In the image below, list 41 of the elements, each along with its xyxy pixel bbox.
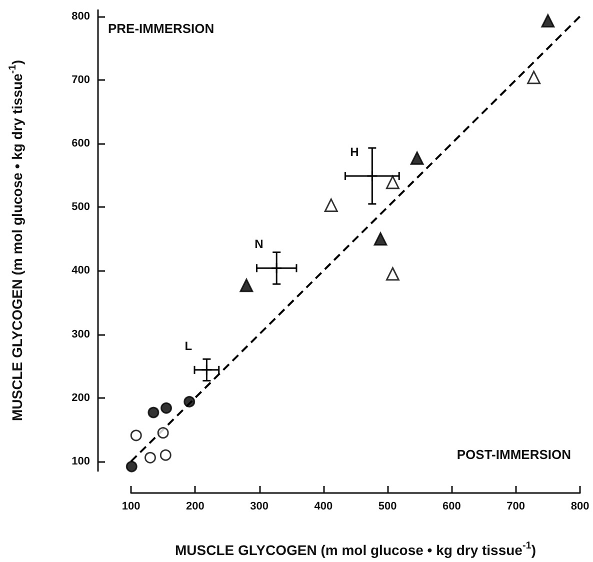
- point: [126, 460, 138, 472]
- point: [130, 430, 142, 442]
- point: [200, 364, 212, 376]
- x-tick-label: 400: [314, 500, 333, 512]
- x-tick-label: 100: [122, 500, 140, 512]
- y-tick-label: 100: [72, 455, 90, 468]
- point: [374, 232, 388, 246]
- point: [240, 278, 254, 292]
- point: [386, 176, 400, 190]
- annotation: H: [350, 144, 359, 159]
- x-tick-label: 300: [250, 500, 268, 512]
- point: [366, 170, 378, 182]
- y-axis-title: MUSCLE GLYCOGEN (m mol glucose • kg dry tissue-1): [8, 60, 25, 422]
- point: [410, 151, 424, 165]
- point: [184, 396, 196, 408]
- annotation: L: [184, 338, 192, 353]
- annotation: POST-IMMERSION: [456, 447, 572, 462]
- point: [527, 70, 541, 84]
- annotation: PRE-IMMERSION: [108, 21, 214, 36]
- y-tick-label: 300: [72, 328, 90, 340]
- y-tick-label: 200: [72, 392, 90, 404]
- x-tick-label: 800: [570, 500, 590, 512]
- y-tick-label: 700: [72, 74, 90, 86]
- y-tick-label: 600: [72, 138, 90, 150]
- x-tick-label: 500: [378, 500, 397, 512]
- annotation: N: [254, 237, 264, 252]
- y-tick-label: 800: [72, 10, 90, 22]
- point: [386, 267, 400, 281]
- point: [160, 402, 172, 414]
- point: [270, 262, 282, 274]
- point: [148, 406, 160, 418]
- point: [324, 198, 338, 212]
- point: [541, 14, 555, 28]
- x-tick-label: 600: [442, 500, 461, 512]
- point: [144, 452, 156, 464]
- point: [160, 449, 172, 461]
- point: [157, 427, 169, 439]
- y-tick-label: 500: [72, 201, 90, 214]
- y-tick-label: 400: [72, 264, 90, 277]
- x-tick-label: 200: [186, 500, 204, 512]
- x-tick-label: 700: [506, 500, 526, 512]
